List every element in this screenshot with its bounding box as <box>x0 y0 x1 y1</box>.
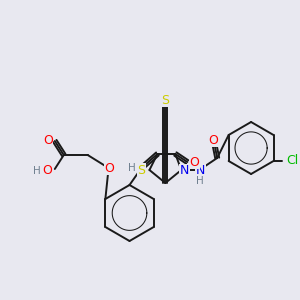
Text: H: H <box>196 176 204 186</box>
Text: N: N <box>180 164 189 178</box>
Text: H: H <box>128 163 135 173</box>
Text: O: O <box>189 155 199 169</box>
Text: S: S <box>137 164 146 176</box>
Text: O: O <box>105 161 115 175</box>
Text: O: O <box>42 164 52 178</box>
Text: S: S <box>161 94 169 106</box>
Text: O: O <box>43 134 53 148</box>
Text: O: O <box>208 134 218 146</box>
Text: Cl: Cl <box>286 154 298 167</box>
Text: H: H <box>33 166 41 176</box>
Text: N: N <box>196 164 205 176</box>
